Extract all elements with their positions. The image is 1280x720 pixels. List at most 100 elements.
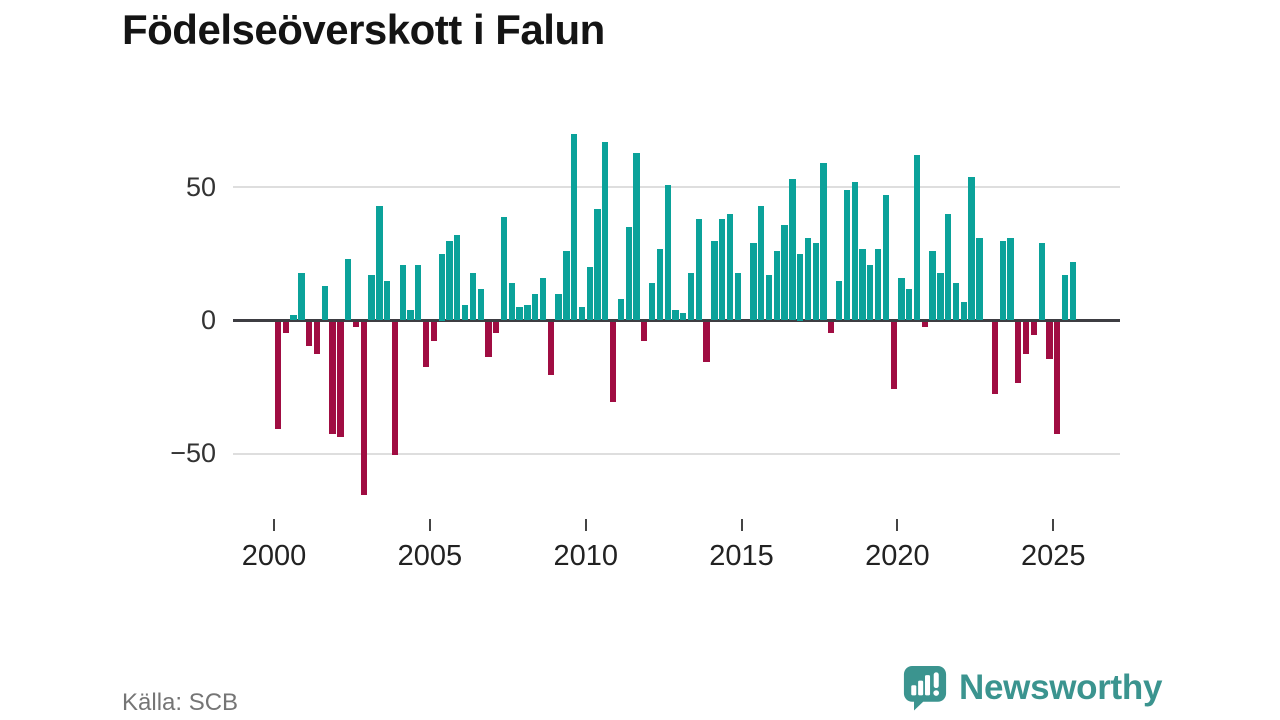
bar-2023-Q4 [1015, 322, 1022, 384]
y-axis-label-0: 0 [200, 305, 216, 335]
bar-2025-Q2 [1061, 275, 1069, 321]
bar-2017-Q1 [804, 237, 812, 321]
x-axis-label-2000: 2000 [241, 540, 307, 572]
bar-2024-Q1 [1022, 322, 1030, 354]
x-tick-2025 [1052, 519, 1055, 531]
bar-2018-Q4 [859, 248, 866, 321]
bar-2005-Q2 [438, 253, 445, 321]
bar-2014-Q1 [711, 240, 718, 321]
bar-2000-Q3 [290, 315, 297, 321]
x-tick-2000 [273, 519, 275, 531]
bar-2002-Q2 [345, 259, 352, 321]
bar-2016-Q4 [797, 253, 804, 321]
bar-2012-Q4 [672, 309, 679, 321]
bar-2018-Q1 [835, 280, 843, 321]
bar-2012-Q3 [664, 184, 671, 321]
bar-2008-Q1 [524, 304, 531, 321]
newsworthy-logo-icon [903, 666, 947, 711]
bar-2016-Q3 [789, 179, 796, 321]
bar-2020-Q4 [921, 322, 928, 328]
bar-2019-Q1 [867, 264, 874, 321]
bar-2021-Q1 [929, 251, 936, 321]
bar-2020-Q3 [913, 155, 921, 321]
bar-2024-Q4 [1046, 322, 1053, 360]
bar-2005-Q4 [454, 235, 461, 321]
bar-2013-Q2 [687, 272, 695, 321]
bar-2016-Q2 [781, 224, 788, 321]
bar-2011-Q1 [617, 299, 625, 321]
bar-2025-Q3 [1069, 261, 1077, 321]
bar-2018-Q2 [843, 189, 851, 321]
x-axis-label-2025: 2025 [1020, 540, 1086, 572]
bar-2001-Q3 [321, 285, 328, 321]
bar-2006-Q3 [477, 288, 484, 321]
bar-2023-Q1 [991, 322, 999, 394]
bar-2003-Q2 [376, 205, 383, 321]
bar-2017-Q4 [828, 322, 835, 333]
x-axis-label-2015: 2015 [709, 540, 774, 572]
bar-2001-Q1 [306, 322, 313, 346]
bar-2015-Q4 [765, 275, 773, 321]
bar-2016-Q1 [773, 251, 780, 321]
bar-2023-Q2 [999, 240, 1006, 321]
x-tick-2015 [740, 519, 743, 531]
newsworthy-logo: Newsworthy [903, 665, 1162, 711]
gridline--50 [233, 452, 1120, 455]
bar-2006-Q2 [469, 272, 476, 321]
bar-2022-Q2 [968, 176, 975, 321]
bar-2010-Q1 [586, 267, 593, 321]
bar-2014-Q2 [719, 219, 726, 321]
bar-2011-Q4 [641, 322, 648, 341]
x-tick-2010 [584, 519, 587, 531]
gridline-50 [233, 186, 1120, 189]
chart-title: Födelseöverskott i Falun [122, 6, 605, 53]
bar-2012-Q1 [648, 283, 656, 321]
bar-2003-Q1 [368, 275, 375, 321]
y-axis-label-−50: −50 [170, 438, 216, 469]
bar-2002-Q1 [337, 322, 344, 437]
bar-2004-Q3 [415, 264, 422, 321]
bar-2021-Q2 [937, 272, 944, 321]
bar-2004-Q1 [399, 264, 406, 321]
bar-2002-Q3 [352, 322, 360, 328]
bar-2007-Q3 [508, 283, 515, 321]
bar-2022-Q3 [976, 237, 983, 321]
bar-2000-Q2 [282, 322, 289, 333]
bar-2001-Q4 [329, 322, 336, 434]
bar-2009-Q4 [578, 307, 586, 321]
bar-2001-Q2 [313, 322, 321, 354]
bar-2010-Q2 [594, 208, 601, 321]
bar-2010-Q4 [609, 322, 617, 402]
bar-2009-Q3 [571, 133, 578, 321]
bar-2006-Q1 [461, 304, 469, 321]
bar-2018-Q3 [851, 181, 858, 321]
bar-2021-Q3 [945, 213, 952, 321]
bar-2007-Q4 [516, 307, 523, 321]
bar-2020-Q1 [898, 277, 905, 321]
bar-2024-Q3 [1038, 243, 1045, 321]
bar-2007-Q2 [500, 216, 508, 321]
bar-2006-Q4 [485, 322, 492, 357]
x-axis-label-2020: 2020 [865, 540, 930, 572]
bar-2014-Q4 [734, 272, 741, 321]
bar-2013-Q1 [680, 312, 687, 321]
bar-2011-Q3 [633, 152, 640, 321]
bar-2000-Q1 [274, 322, 282, 429]
bar-2008-Q3 [539, 277, 547, 321]
x-axis-label-2010: 2010 [553, 540, 618, 572]
bar-2023-Q3 [1007, 237, 1014, 321]
bar-2005-Q1 [430, 322, 438, 341]
bar-2024-Q2 [1030, 322, 1038, 336]
bar-2002-Q4 [360, 322, 367, 496]
bar-2000-Q4 [298, 272, 305, 321]
bar-2017-Q2 [812, 243, 819, 321]
x-tick-2020 [896, 519, 899, 531]
x-axis-label-2005: 2005 [397, 540, 463, 572]
bar-2004-Q2 [407, 309, 414, 321]
bar-2025-Q1 [1054, 322, 1061, 434]
bar-2021-Q4 [952, 283, 960, 321]
bar-2014-Q3 [726, 213, 734, 321]
bar-2004-Q4 [422, 322, 430, 368]
